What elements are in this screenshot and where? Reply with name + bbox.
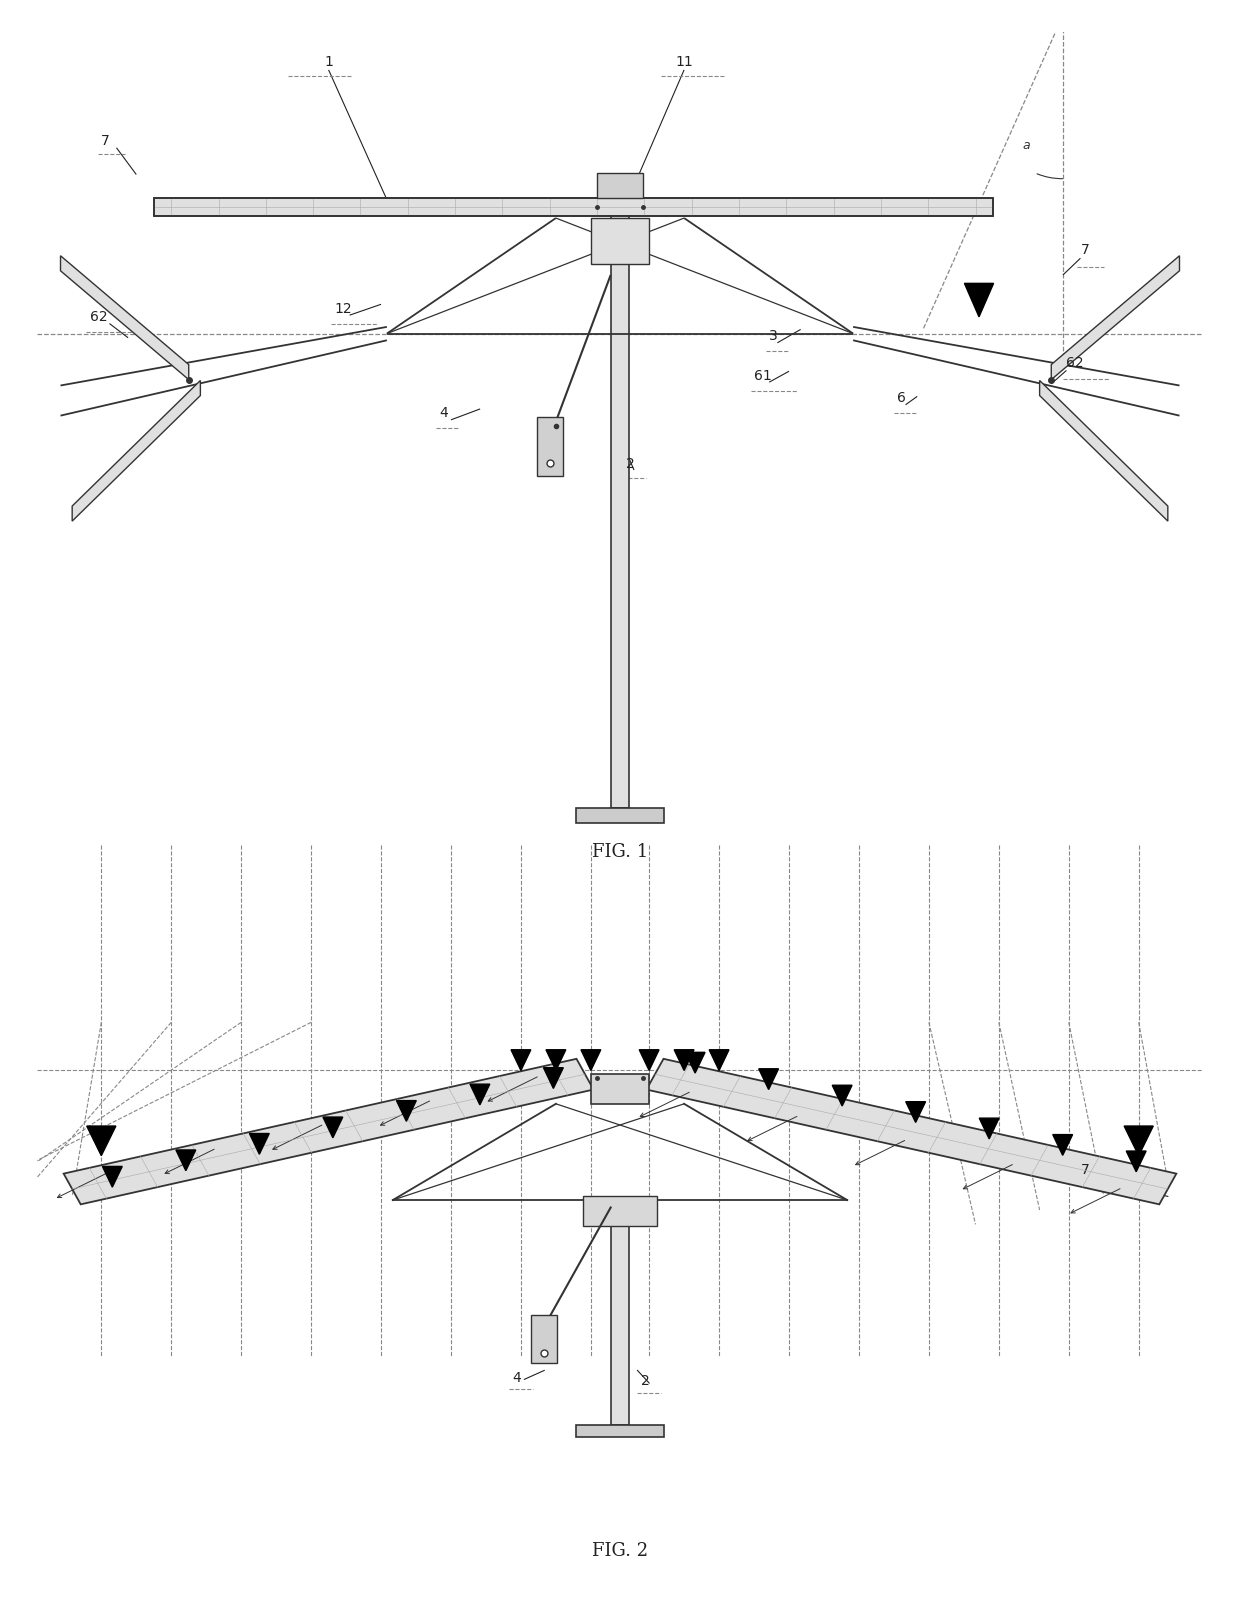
Bar <box>583 1196 657 1227</box>
Bar <box>154 198 993 216</box>
Text: 62: 62 <box>89 311 108 324</box>
Text: 1: 1 <box>324 55 334 69</box>
Polygon shape <box>546 1050 565 1071</box>
Polygon shape <box>176 1150 196 1170</box>
Bar <box>591 217 650 264</box>
Polygon shape <box>511 1050 531 1071</box>
Polygon shape <box>470 1084 490 1104</box>
Text: 4: 4 <box>513 1370 522 1385</box>
Polygon shape <box>103 1166 123 1187</box>
Text: 4: 4 <box>439 406 448 420</box>
Text: 2: 2 <box>626 457 635 470</box>
Polygon shape <box>709 1050 729 1071</box>
Polygon shape <box>1039 380 1168 522</box>
Polygon shape <box>1053 1135 1073 1156</box>
Text: 2: 2 <box>641 1375 650 1388</box>
Bar <box>591 1074 650 1104</box>
Bar <box>575 808 665 823</box>
Text: 61: 61 <box>754 369 771 383</box>
Text: 7: 7 <box>1080 1162 1089 1177</box>
Polygon shape <box>675 1050 694 1071</box>
Bar <box>610 216 630 808</box>
Polygon shape <box>1125 1125 1153 1156</box>
Polygon shape <box>1126 1151 1146 1172</box>
Bar <box>575 1425 665 1438</box>
Bar <box>532 1315 557 1364</box>
Polygon shape <box>759 1069 779 1090</box>
Text: 12: 12 <box>335 301 352 316</box>
Polygon shape <box>543 1067 563 1088</box>
Polygon shape <box>322 1117 342 1138</box>
Polygon shape <box>965 283 993 317</box>
Polygon shape <box>61 256 188 380</box>
Polygon shape <box>646 1059 1177 1204</box>
Polygon shape <box>832 1085 852 1106</box>
Text: 11: 11 <box>676 55 693 69</box>
Polygon shape <box>72 380 201 522</box>
Text: a: a <box>1022 140 1029 153</box>
Polygon shape <box>582 1050 600 1071</box>
Polygon shape <box>87 1125 115 1156</box>
Polygon shape <box>1052 256 1179 380</box>
Polygon shape <box>686 1053 706 1072</box>
Polygon shape <box>397 1101 417 1121</box>
Text: 3: 3 <box>769 330 777 343</box>
Bar <box>154 198 993 216</box>
Text: 7: 7 <box>1080 243 1089 258</box>
Bar <box>596 172 644 198</box>
Polygon shape <box>980 1117 999 1138</box>
Text: 6: 6 <box>898 391 906 406</box>
Polygon shape <box>249 1133 269 1154</box>
Bar <box>537 417 563 477</box>
Text: 7: 7 <box>102 134 110 148</box>
Polygon shape <box>905 1101 925 1122</box>
Bar <box>611 1227 629 1425</box>
Text: FIG. 2: FIG. 2 <box>591 1542 649 1560</box>
Polygon shape <box>640 1050 658 1071</box>
Text: FIG. 1: FIG. 1 <box>591 844 649 861</box>
Polygon shape <box>63 1059 594 1204</box>
Text: 62: 62 <box>1066 356 1084 370</box>
